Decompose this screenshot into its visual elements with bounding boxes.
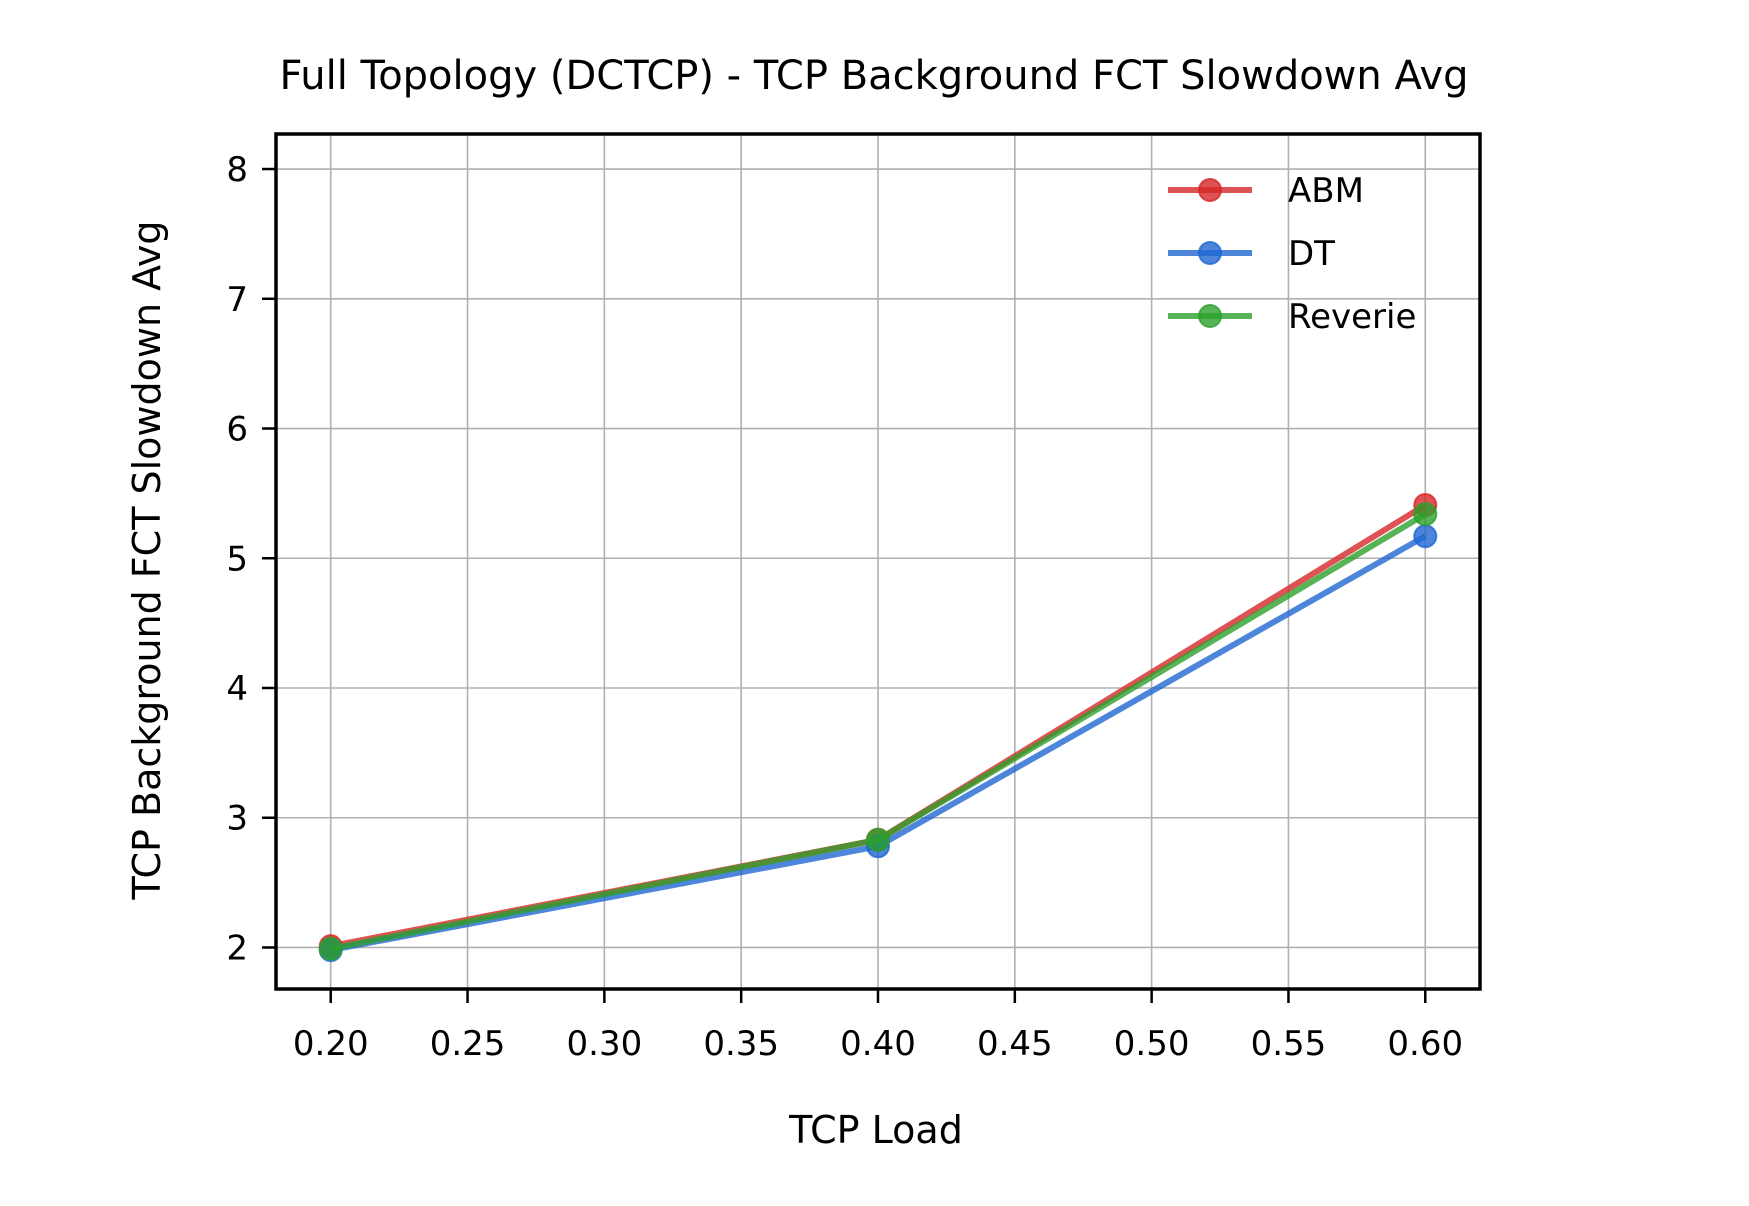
- legend: ABM DT Reverie: [1168, 171, 1416, 337]
- x-tick-label: 0.50: [1114, 1024, 1190, 1064]
- data-point-reverie: [1413, 502, 1438, 527]
- y-axis-label: TCP Background FCT Slowdown Avg: [125, 221, 169, 901]
- data-point-dt: [1413, 524, 1438, 549]
- legend-marker-reverie: [1198, 304, 1222, 328]
- data-point-reverie: [866, 827, 890, 852]
- legend-marker-dt: [1198, 241, 1222, 265]
- x-tick-label: 0.60: [1387, 1024, 1463, 1064]
- series-group: [318, 493, 1438, 963]
- y-tick-label: 4: [226, 669, 248, 709]
- grid: [276, 134, 1480, 989]
- legend-marker-abm: [1198, 178, 1222, 202]
- axis-ticks: 0.20 0.25 0.30 0.35 0.40 0.45 0.50 0.55 0.60 2 3 4 5…: [226, 150, 1463, 1064]
- x-tick-label: 0.35: [703, 1024, 779, 1064]
- x-tick-label: 0.45: [977, 1024, 1053, 1064]
- x-axis-label: TCP Load: [788, 1108, 963, 1152]
- legend-label-dt: DT: [1288, 234, 1335, 274]
- legend-label-reverie: Reverie: [1288, 297, 1416, 337]
- x-tick-label: 0.30: [567, 1024, 643, 1064]
- legend-label-abm: ABM: [1288, 171, 1364, 211]
- x-tick-label: 0.20: [293, 1024, 369, 1064]
- y-tick-label: 2: [226, 928, 248, 968]
- data-point-reverie: [318, 936, 343, 961]
- x-tick-label: 0.40: [840, 1024, 916, 1064]
- y-tick-label: 6: [226, 410, 248, 450]
- y-tick-label: 5: [226, 539, 248, 579]
- y-tick-label: 8: [226, 150, 248, 190]
- x-tick-label: 0.55: [1251, 1024, 1327, 1064]
- chart-title: Full Topology (DCTCP) - TCP Background F…: [279, 53, 1468, 99]
- y-tick-label: 7: [226, 280, 248, 320]
- y-tick-label: 3: [226, 799, 248, 839]
- x-tick-label: 0.25: [430, 1024, 506, 1064]
